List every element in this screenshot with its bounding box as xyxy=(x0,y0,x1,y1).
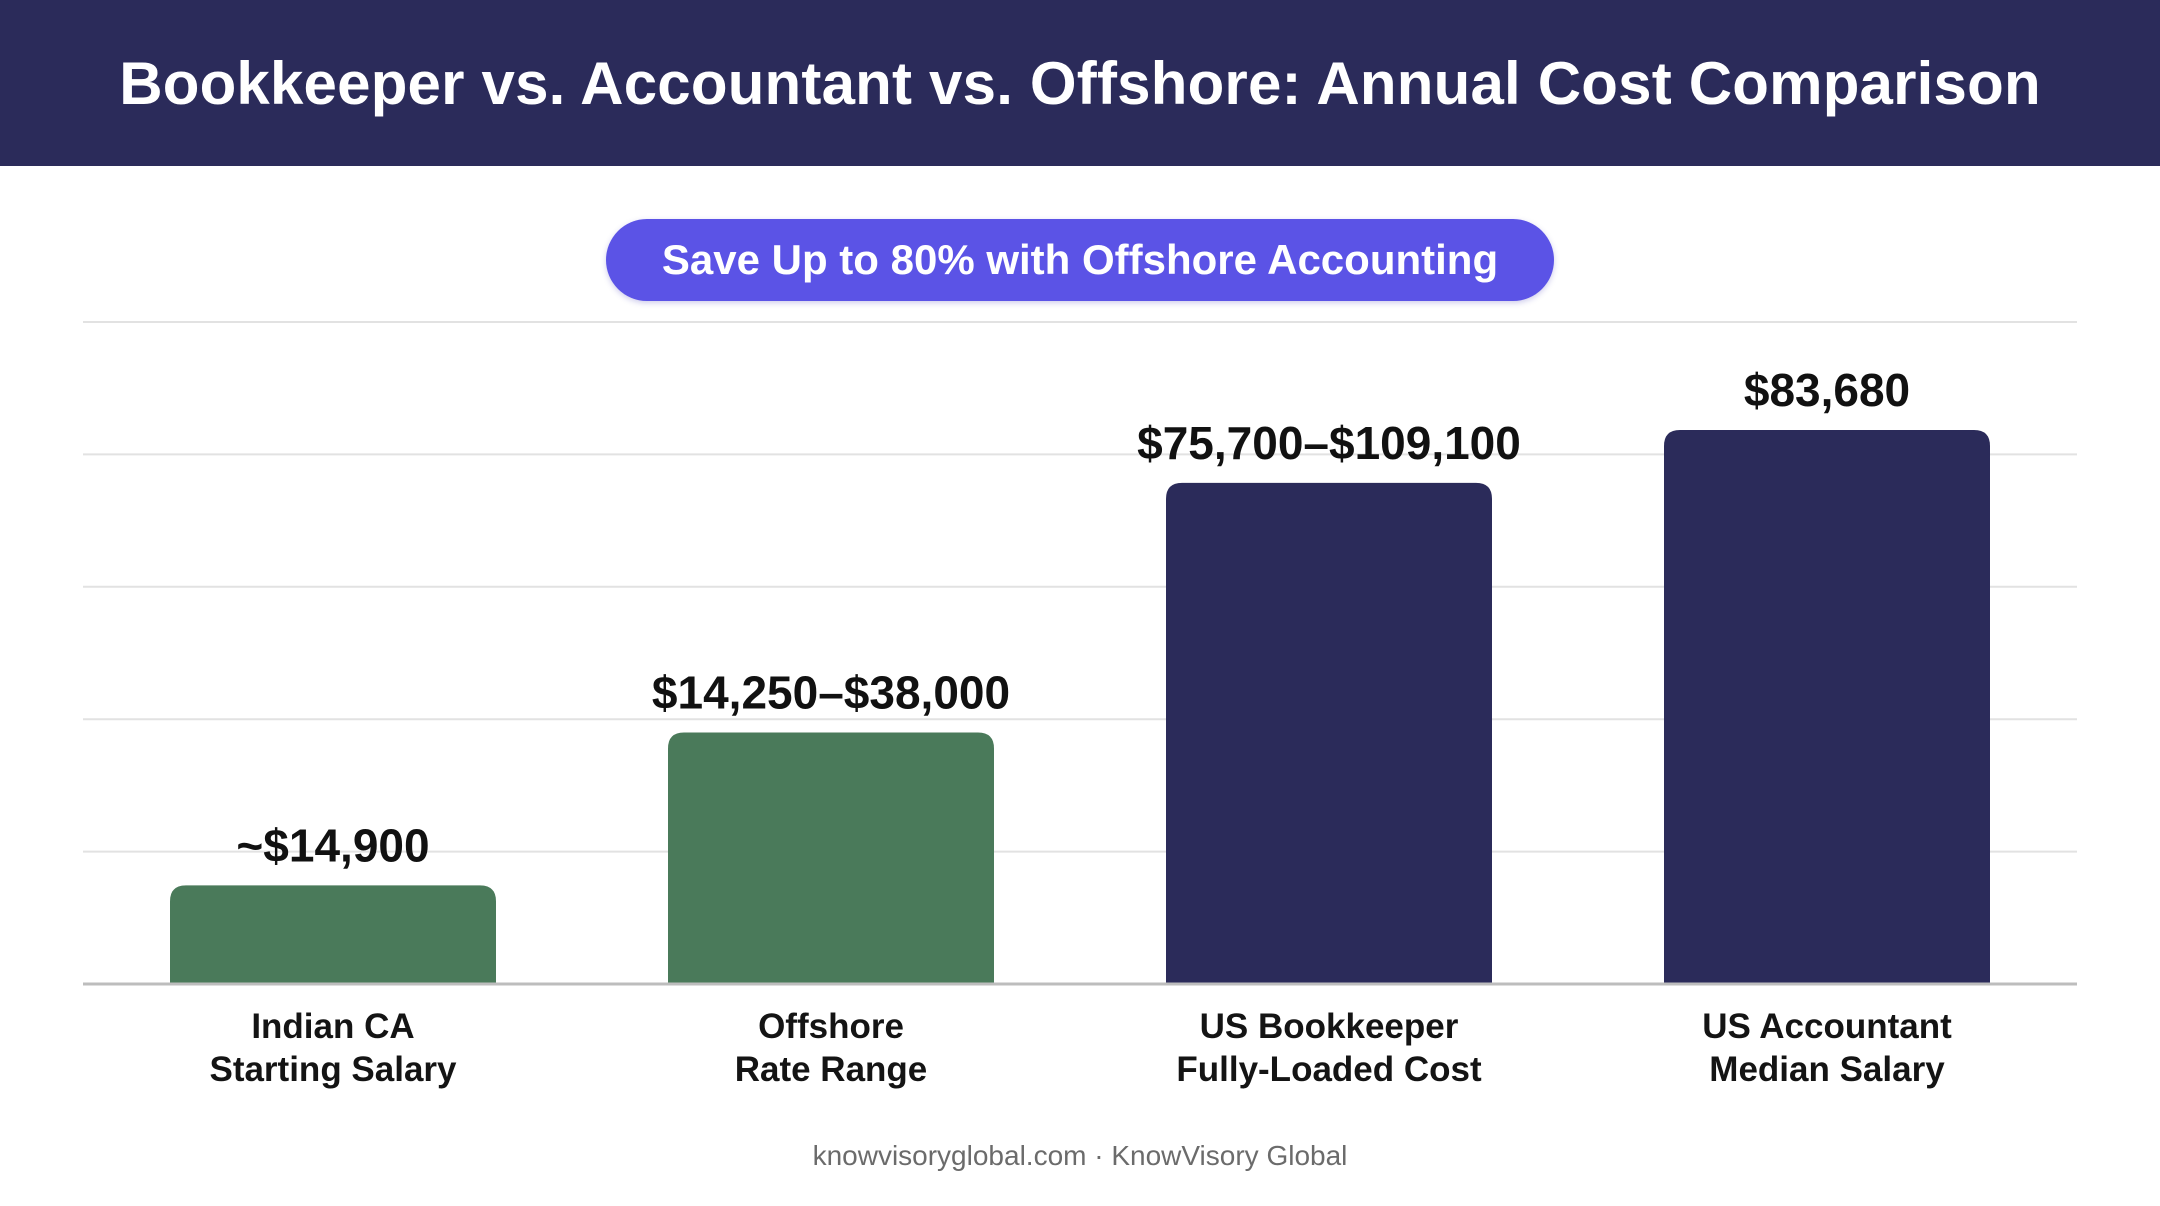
category-label: US Bookkeeper xyxy=(1200,1007,1459,1046)
data-labels: ~$14,900 $14,250–$38,000 $75,700–$109,100 $… xyxy=(236,364,1910,871)
savings-badge: Save Up to 80% with Offshore Accounting xyxy=(606,219,1554,301)
chart-title: Bookkeeper vs. Accountant vs. Offshore: … xyxy=(119,49,2041,117)
category-label: Offshore xyxy=(758,1007,904,1046)
data-label: $83,680 xyxy=(1744,364,1910,416)
category-label: Fully-Loaded Cost xyxy=(1176,1050,1482,1089)
data-label: $14,250–$38,000 xyxy=(652,666,1010,718)
bar xyxy=(1166,482,1492,984)
header-banner: Bookkeeper vs. Accountant vs. Offshore: … xyxy=(0,0,2160,166)
bar xyxy=(668,732,994,984)
category-label: Median Salary xyxy=(1709,1050,1945,1089)
bar xyxy=(170,885,496,984)
category-labels: Indian CA Starting Salary Offshore Rate Ran… xyxy=(209,1007,1952,1089)
footer-credit: knowvisoryglobal.com · KnowVisory Global xyxy=(812,1140,1348,1171)
data-label: ~$14,900 xyxy=(236,819,429,871)
bars xyxy=(170,430,1990,984)
category-label: Indian CA xyxy=(251,1007,414,1046)
category-label: Starting Salary xyxy=(209,1050,457,1089)
bar xyxy=(1664,430,1990,984)
category-label: Rate Range xyxy=(735,1050,928,1089)
category-label: US Accountant xyxy=(1702,1007,1952,1046)
data-label: $75,700–$109,100 xyxy=(1137,417,1521,469)
